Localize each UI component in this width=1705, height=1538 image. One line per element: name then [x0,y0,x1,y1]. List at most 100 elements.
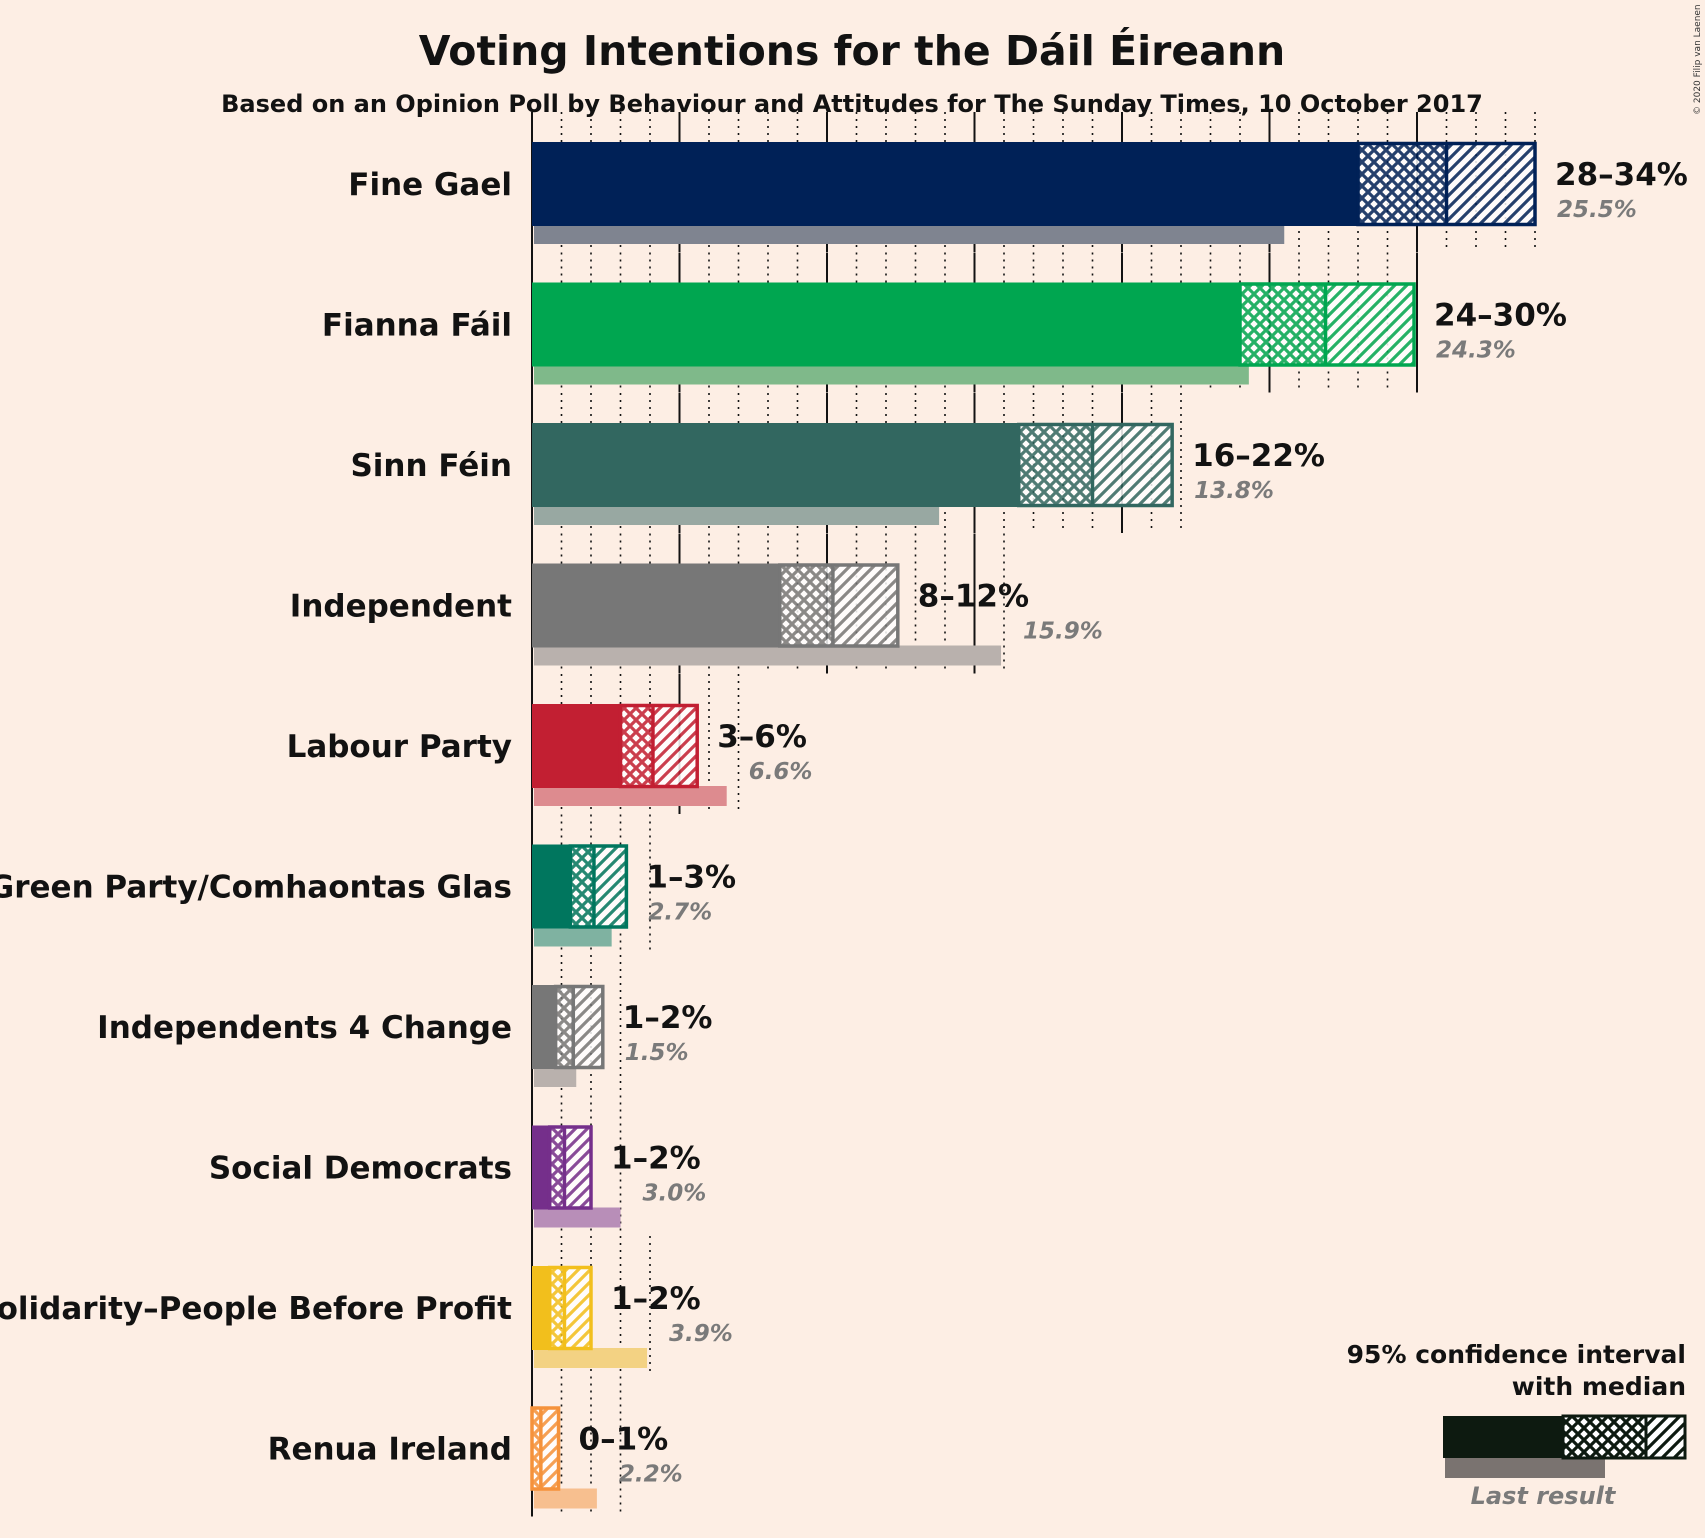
ci-upper-segment [540,1406,559,1491]
ci-outline [618,703,699,789]
last-result-label: 3.9% [669,1321,733,1347]
ci-lower-segment [570,844,594,929]
ci-solid-bar [532,1125,550,1210]
ci-lower-segment [549,1125,565,1210]
chart-title: Voting Intentions for the Dáil Éireann [419,27,1285,75]
party-row: Sinn Féin 16–22% 13.8% [350,422,1325,525]
ci-lower-segment [620,704,653,788]
last-result-label: 6.6% [749,759,813,785]
ci-upper-segment [832,563,898,648]
range-label: 8–12% [918,579,1029,615]
ci-solid-bar [532,423,1019,507]
ci-upper-segment [1092,423,1173,507]
ci-outline [530,1406,561,1491]
last-result-bar [534,926,612,947]
range-label: 0–1% [579,1422,669,1458]
last-result-bar [534,1207,621,1228]
legend-last-result-label: Last result [1471,1482,1617,1510]
ci-outline [1017,422,1174,508]
party-name-label: Labour Party [287,729,512,765]
last-result-label: 3.0% [643,1181,707,1207]
legend-last-result-swatch [1445,1458,1605,1478]
last-result-label: 2.2% [619,1462,683,1488]
last-result-label: 13.8% [1194,478,1274,504]
party-name-label: Fine Gael [348,167,512,203]
ci-lower-segment [1018,423,1093,507]
ci-upper-segment [573,985,603,1069]
ci-solid-bar [532,985,556,1069]
last-result-label: 25.5% [1557,197,1637,223]
ci-outline [547,1265,593,1351]
party-name-label: Renua Ireland [268,1432,512,1468]
last-result-label: 24.3% [1436,338,1516,364]
ci-lower-segment [1358,142,1447,226]
legend-ci-label: 95% confidence interval [1347,1340,1686,1369]
range-label: 28–34% [1555,157,1688,193]
ci-outline [568,844,629,929]
last-result-bar [534,1067,577,1087]
ci-outline [547,1125,593,1210]
party-name-label: Independent [290,589,512,625]
ci-solid-bar [532,844,571,929]
ci-upper-segment [1446,142,1535,226]
party-row: Fine Gael 28–34% 25.5% [348,141,1688,244]
ci-lower-segment [532,1406,541,1491]
legend-solid-swatch [1443,1416,1563,1458]
ci-outline [553,984,605,1070]
party-name-label: Social Democrats [209,1151,512,1187]
party-name-label: Solidarity–People Before Profit [0,1291,512,1327]
ci-lower-segment [549,1266,565,1350]
ci-outline [778,563,900,648]
party-row: Independent 8–12% 15.9% [290,563,1103,666]
party-row: Green Party/Comhaontas Glas 1–3% 2.7% [0,844,736,947]
last-result-bar [534,786,727,806]
copyright-note: © 2020 Filip van Laenen [1693,4,1703,115]
last-result-bar [534,224,1285,244]
ci-upper-segment [1325,282,1415,367]
party-name-label: Independents 4 Change [97,1010,512,1046]
ci-solid-bar [532,563,780,648]
party-row: Independents 4 Change 1–2% 1.5% [97,984,713,1087]
bars: Fine Gael 28–34% 25.5% Fianna Fáil 24–30% 24.… [0,141,1688,1509]
legend-ci-upper-swatch [1644,1414,1687,1460]
party-name-label: Green Party/Comhaontas Glas [0,870,512,906]
range-label: 1–2% [611,1141,701,1177]
ci-lower-segment [779,563,833,648]
legend-median-label: with median [1512,1372,1686,1401]
legend: 95% confidence interval with median Last… [1347,1340,1687,1510]
last-result-bar [534,645,1002,666]
last-result-label: 15.9% [1023,619,1103,645]
party-name-label: Sinn Féin [350,448,512,484]
party-row: Renua Ireland 0–1% 2.2% [268,1406,683,1509]
party-row: Social Democrats 1–2% 3.0% [209,1125,707,1228]
ci-upper-segment [564,1125,591,1210]
range-label: 3–6% [717,719,807,755]
party-name-label: Fianna Fáil [322,308,512,344]
party-row: Labour Party 3–6% 6.6% [287,703,813,806]
ci-solid-bar [532,1266,550,1350]
ci-upper-segment [652,704,698,788]
legend-ci-lower-swatch [1561,1414,1648,1460]
party-row: Fianna Fáil 24–30% 24.3% [322,282,1567,385]
ci-upper-segment [593,844,627,929]
last-result-bar [534,364,1249,385]
last-result-bar [534,1348,648,1368]
ci-solid-bar [532,142,1358,226]
last-result-bar [534,1488,597,1509]
ci-solid-bar [532,282,1240,367]
chart-subtitle: Based on an Opinion Poll by Behaviour an… [221,90,1483,118]
range-label: 16–22% [1192,438,1325,474]
range-label: 1–2% [623,1000,713,1036]
last-result-label: 2.7% [648,900,712,926]
ci-lower-segment [555,985,574,1069]
range-label: 1–2% [611,1281,701,1317]
ci-lower-segment [1240,282,1326,367]
party-row: Solidarity–People Before Profit 1–2% 3.9% [0,1265,733,1368]
last-result-label: 1.5% [625,1040,689,1066]
ci-solid-bar [532,704,621,788]
range-label: 1–3% [646,860,736,896]
ci-upper-segment [564,1266,591,1350]
range-label: 24–30% [1434,298,1567,334]
